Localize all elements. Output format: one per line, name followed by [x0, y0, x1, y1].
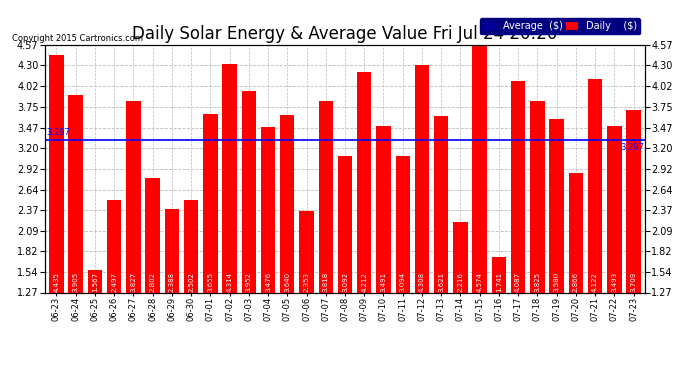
Bar [146, 178, 160, 292]
Text: 4.574: 4.574 [477, 272, 483, 292]
Bar [473, 45, 487, 292]
Text: 4.087: 4.087 [515, 272, 521, 292]
Text: 3.825: 3.825 [534, 272, 540, 292]
Bar [261, 127, 275, 292]
Text: 3.621: 3.621 [438, 272, 444, 292]
Bar [569, 173, 583, 292]
Bar [126, 101, 141, 292]
Bar [49, 55, 63, 292]
Text: 4.308: 4.308 [419, 272, 425, 292]
Text: 1.741: 1.741 [496, 272, 502, 292]
Bar [530, 101, 544, 292]
Bar [607, 126, 622, 292]
Text: 3.827: 3.827 [130, 272, 137, 292]
Text: 3.297: 3.297 [46, 129, 70, 138]
Bar [627, 110, 641, 292]
Text: 3.297: 3.297 [620, 143, 644, 152]
Text: 2.353: 2.353 [304, 272, 310, 292]
Bar [222, 64, 237, 292]
Title: Daily Solar Energy & Average Value Fri Jul 24 20:20: Daily Solar Energy & Average Value Fri J… [132, 26, 558, 44]
Text: 2.802: 2.802 [150, 272, 156, 292]
Bar [415, 64, 429, 292]
Text: 4.212: 4.212 [362, 272, 367, 292]
Bar [68, 95, 83, 292]
Bar [319, 101, 333, 292]
Text: 3.493: 3.493 [611, 272, 618, 292]
Bar [184, 200, 198, 292]
Text: 3.476: 3.476 [265, 272, 271, 292]
Text: 4.122: 4.122 [592, 272, 598, 292]
Bar [107, 201, 121, 292]
Text: Copyright 2015 Cartronics.com: Copyright 2015 Cartronics.com [12, 33, 143, 42]
Bar [338, 156, 352, 292]
Text: 2.866: 2.866 [573, 272, 579, 292]
Bar [549, 119, 564, 292]
Text: 2.502: 2.502 [188, 272, 194, 292]
Bar [453, 222, 468, 292]
Bar [357, 72, 371, 292]
Text: 2.497: 2.497 [111, 272, 117, 292]
Bar [376, 126, 391, 292]
Bar [165, 209, 179, 292]
Text: 3.640: 3.640 [284, 272, 290, 292]
Bar [434, 116, 448, 292]
Text: 2.388: 2.388 [169, 272, 175, 292]
Bar [492, 257, 506, 292]
Bar [241, 92, 256, 292]
Text: 3.491: 3.491 [380, 272, 386, 292]
Text: 3.905: 3.905 [72, 272, 79, 292]
Bar [299, 211, 314, 292]
Bar [88, 270, 102, 292]
Text: 3.818: 3.818 [323, 272, 328, 292]
Text: 3.580: 3.580 [553, 272, 560, 292]
Text: 3.952: 3.952 [246, 272, 252, 292]
Text: 2.216: 2.216 [457, 272, 464, 292]
Bar [588, 79, 602, 292]
Legend: Average  ($), Daily    ($): Average ($), Daily ($) [480, 18, 640, 34]
Bar [511, 81, 525, 292]
Bar [203, 114, 217, 292]
Bar [280, 115, 295, 292]
Text: 3.709: 3.709 [631, 272, 637, 292]
Text: 3.094: 3.094 [400, 272, 406, 292]
Text: 4.314: 4.314 [226, 272, 233, 292]
Text: 4.435: 4.435 [53, 272, 59, 292]
Text: 3.655: 3.655 [207, 272, 213, 292]
Text: 3.092: 3.092 [342, 272, 348, 292]
Bar [395, 156, 410, 292]
Text: 1.567: 1.567 [92, 272, 98, 292]
